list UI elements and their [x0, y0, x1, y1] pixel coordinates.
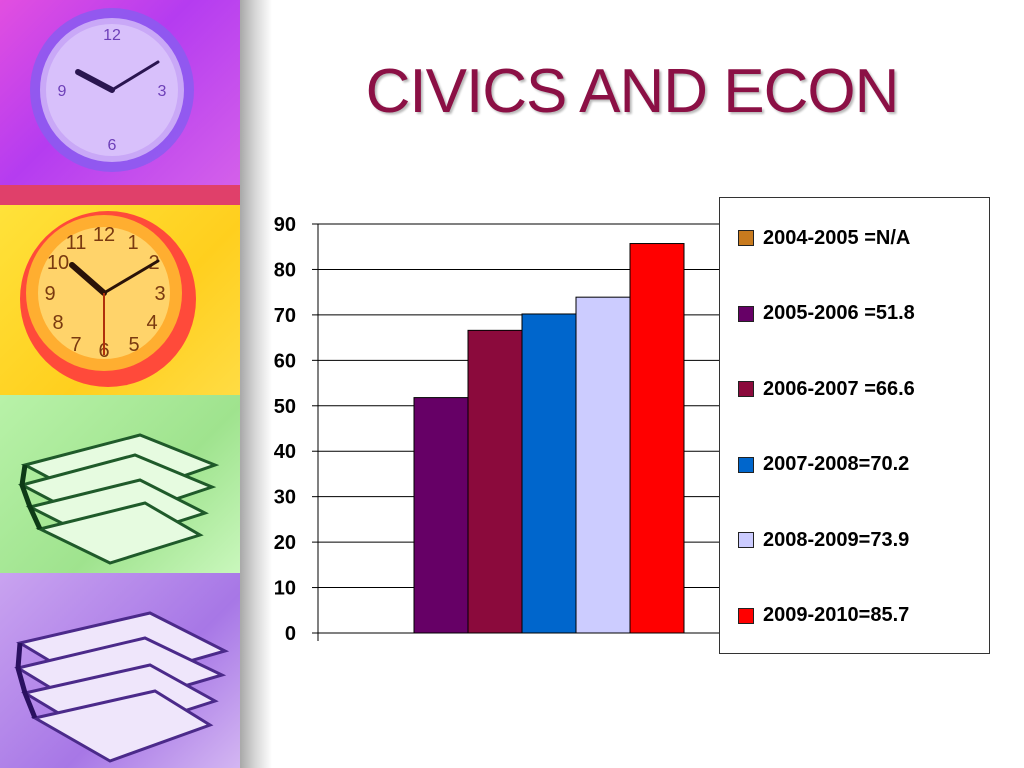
bar-2 — [467, 329, 523, 634]
legend-label: 2004-2005 =N/A — [763, 226, 911, 249]
legend-label: 2006-2007 =66.6 — [763, 377, 915, 400]
clock-icon: 12 3 6 9 — [30, 8, 194, 172]
legend-item: 2004-2005 =N/A — [738, 225, 910, 251]
y-tick-label: 90 — [274, 214, 296, 236]
legend-item: 2007-2008=70.2 — [738, 452, 909, 478]
page-title: CIVICS AND ECON — [365, 57, 900, 126]
svg-text:12: 12 — [93, 224, 115, 246]
legend-swatch — [738, 532, 754, 548]
svg-text:3: 3 — [158, 83, 167, 100]
svg-text:5: 5 — [128, 334, 139, 356]
svg-text:7: 7 — [70, 334, 81, 356]
books-icon — [17, 433, 220, 565]
bar-5 — [629, 243, 685, 634]
legend-item: 2008-2009=73.9 — [738, 527, 909, 553]
svg-text:4: 4 — [146, 312, 157, 334]
y-tick-label: 20 — [274, 532, 296, 554]
legend-item: 2006-2007 =66.6 — [738, 376, 915, 402]
bar-1 — [413, 397, 469, 634]
svg-text:8: 8 — [52, 312, 63, 334]
svg-text:12: 12 — [103, 27, 121, 44]
bar-3 — [521, 313, 577, 634]
pink-divider — [0, 185, 240, 205]
legend-label: 2007-2008=70.2 — [763, 453, 910, 475]
svg-text:3: 3 — [154, 283, 165, 305]
purple-books-panel — [0, 573, 240, 768]
svg-text:10: 10 — [47, 252, 69, 274]
legend-swatch — [738, 305, 754, 322]
svg-text:1: 1 — [127, 232, 138, 254]
books-icon — [14, 611, 230, 763]
legend-swatch — [738, 456, 754, 473]
legend-swatch — [738, 607, 754, 624]
y-tick-label: 40 — [274, 441, 296, 463]
y-tick-label: 30 — [274, 487, 296, 509]
green-books-panel — [0, 395, 240, 573]
bar-chart: 0 10 20 30 40 50 60 70 80 90 — [274, 214, 722, 645]
legend-item: 2005-2006 =51.8 — [738, 301, 915, 327]
purple-clock-panel: 12 3 6 9 — [0, 0, 240, 185]
legend-label: 2005-2006 =51.8 — [763, 302, 915, 324]
legend-swatch — [738, 381, 754, 397]
chart-legend: 2004-2005 =N/A 2005-2006 =51.8 2006-2007 =… — [719, 197, 990, 654]
y-tick-label: 0 — [285, 623, 296, 645]
legend-swatch — [738, 230, 754, 246]
y-tick-label: 80 — [274, 259, 296, 281]
y-tick-label: 70 — [274, 305, 296, 327]
strip-shadow — [240, 0, 272, 768]
y-tick-label: 60 — [274, 350, 296, 372]
bar-4 — [575, 296, 631, 634]
svg-text:9: 9 — [58, 83, 67, 100]
y-tick-label: 10 — [274, 578, 296, 600]
legend-label: 2008-2009=73.9 — [763, 528, 910, 551]
svg-text:6: 6 — [108, 137, 117, 154]
legend-label: 2009-2010=85.7 — [763, 604, 910, 626]
svg-text:9: 9 — [44, 283, 55, 305]
svg-text:11: 11 — [66, 232, 87, 254]
y-tick-label: 50 — [274, 396, 296, 418]
legend-item: 2009-2010=85.7 — [738, 603, 909, 629]
